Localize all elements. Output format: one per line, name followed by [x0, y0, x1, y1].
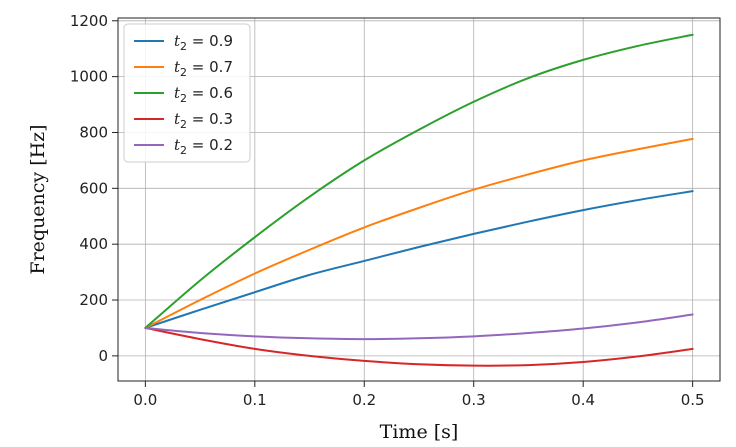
y-tick-label: 400: [79, 235, 108, 253]
series-line-5: [144, 313, 694, 341]
x-tick-label: 0.4: [571, 391, 595, 409]
legend-box: [123, 23, 251, 163]
legend-label: t2 = 0.6: [174, 84, 233, 105]
series-line-4: [144, 326, 694, 367]
y-tick-label: 1000: [70, 68, 108, 86]
y-tick-label: 0: [98, 347, 108, 365]
x-tick-label: 0.2: [352, 391, 376, 409]
y-tick-label: 600: [79, 179, 108, 197]
plot-frame: [117, 17, 721, 382]
y-tick-label: 800: [79, 123, 108, 141]
y-tick-label: 200: [79, 291, 108, 309]
x-axis-label: Time [s]: [380, 421, 459, 443]
y-tick-label: 1200: [70, 12, 108, 30]
x-tick-label: 0.3: [462, 391, 486, 409]
legend-label: t2 = 0.9: [174, 32, 233, 53]
plot-lines: [144, 33, 694, 367]
x-tick-label: 0.0: [133, 391, 157, 409]
legend-label: t2 = 0.7: [174, 58, 233, 79]
legend: t2 = 0.9 t2 = 0.7 t2 = 0.6 t2 = 0.3 t2 = 0.2: [123, 23, 251, 163]
series-line-1: [144, 190, 694, 329]
series-line-2: [144, 137, 694, 329]
series-line-3: [144, 33, 694, 329]
y-axis-label: Frequency [Hz]: [27, 124, 49, 274]
x-tick-label: 0.1: [243, 391, 267, 409]
legend-label: t2 = 0.2: [174, 136, 233, 157]
legend-label: t2 = 0.3: [174, 110, 233, 131]
x-tick-label: 0.5: [681, 391, 705, 409]
axis-ticks: 0.0 0.1 0.2 0.3 0.4 0.5 0 200 400 600 800 1000 1200: [70, 12, 705, 409]
